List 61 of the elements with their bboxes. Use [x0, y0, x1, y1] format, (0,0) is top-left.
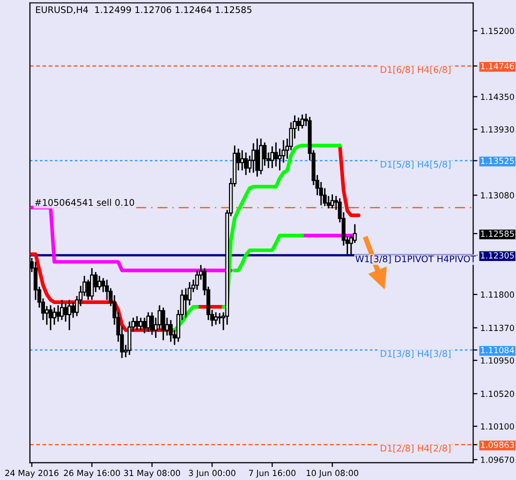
candlestick: [300, 114, 304, 130]
y-tick-label: 1.11084: [481, 346, 514, 354]
candlestick: [214, 312, 218, 326]
ref-line-label: #105064541 sell 0.10: [35, 198, 134, 206]
candlestick: [64, 303, 68, 322]
y-tick-label: 1.12305: [481, 252, 514, 259]
candlestick: [244, 152, 248, 176]
candlestick: [184, 288, 188, 318]
candlestick: [71, 302, 76, 318]
y-tick-label: 1.15200: [481, 28, 514, 34]
y-tick-label: 1.14746: [481, 62, 514, 70]
candlestick: [330, 194, 334, 210]
y-tick-label: 1.09863: [481, 442, 514, 448]
candlestick: [270, 146, 274, 169]
x-tick-label: 10 Jun 08:00: [306, 470, 358, 478]
y-tick-label: 1.13930: [481, 126, 514, 133]
candlestick: [48, 304, 52, 331]
line-series: [232, 234, 304, 272]
x-tick-label: 31 May 08:00: [124, 470, 180, 478]
x-tick-label: 7 Jun 16:00: [249, 470, 296, 478]
candlestick: [94, 271, 98, 293]
candlestick: [240, 150, 244, 172]
candlestick: [218, 312, 222, 325]
x-tick-label: 26 May 16:00: [64, 470, 120, 478]
candlestick: [90, 267, 94, 301]
candlestick: [138, 317, 143, 331]
candlestick: [274, 142, 278, 168]
chart-title: EURUSD,H4 1.12499 1.12706 1.12464 1.12585: [36, 6, 252, 14]
candlestick: [142, 317, 146, 334]
x-tick-label: 3 Jun 00:00: [188, 470, 236, 478]
candlestick: [150, 312, 154, 336]
ref-line-label: D1[6/8] H4[6/8]: [380, 66, 450, 74]
candlestick: [98, 275, 102, 290]
candlestick: [255, 138, 260, 178]
x-tick-label: 24 May 2016: [5, 470, 58, 478]
candlestick: [146, 312, 150, 332]
candlestick: [161, 306, 166, 341]
candlestick: [168, 319, 173, 342]
candlestick: [128, 320, 132, 356]
candlestick: [252, 142, 256, 174]
candlestick: [135, 315, 139, 331]
y-tick-label: 1.11800: [481, 291, 514, 298]
ref-line-label: D1[5/8] H4[5/8]: [380, 160, 450, 169]
candlestick: [67, 299, 72, 331]
y-tick-label: 1.13080: [481, 192, 514, 198]
candlestick: [296, 116, 300, 132]
candlestick: [52, 306, 56, 326]
candlestick: [56, 304, 60, 322]
ref-line-label: D1[3/8] H4[3/8]: [380, 350, 450, 358]
candlestick: [44, 305, 49, 326]
y-tick-label: 1.13525: [481, 158, 514, 164]
y-tick-label: 1.12585: [481, 230, 514, 237]
ref-line-label: W1[3/8] D1PIVOT H4PIVOT: [356, 255, 476, 264]
y-tick-label: 1.09670: [481, 456, 514, 463]
y-tick-label: 1.14350: [481, 94, 514, 100]
y-tick-label: 1.10520: [481, 390, 514, 397]
y-tick-label: 1.11370: [481, 324, 514, 332]
ref-line-label: D1[2/8] H4[2/8]: [380, 444, 450, 453]
y-tick-label: 1.10100: [481, 423, 514, 430]
candlestick: [60, 299, 64, 321]
y-tick-label: 1.10950: [481, 357, 514, 364]
